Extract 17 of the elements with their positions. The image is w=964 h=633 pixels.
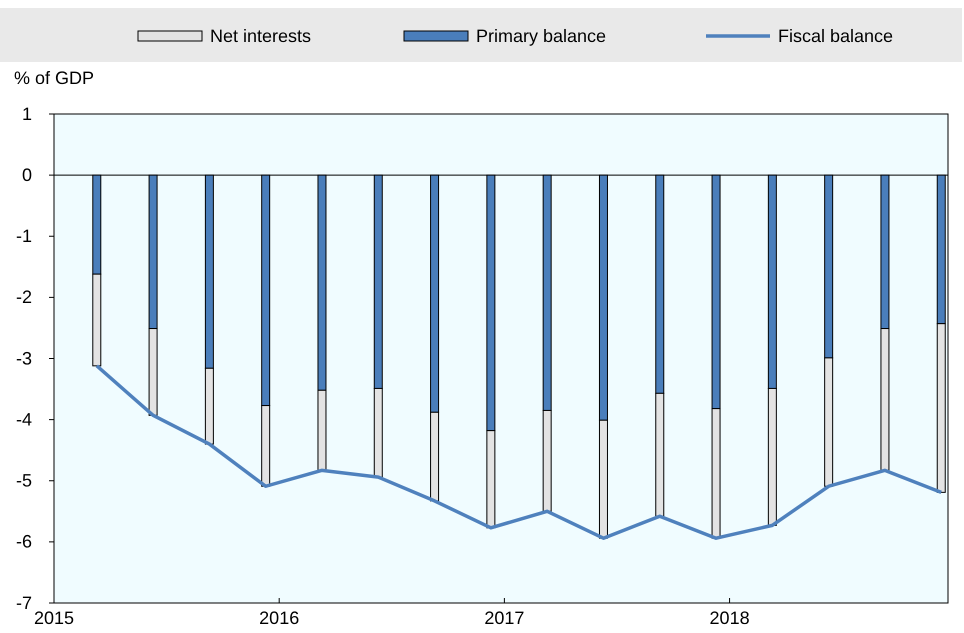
y-tick-label: -4 (16, 409, 32, 430)
x-tick-label: 2015 (34, 608, 74, 628)
y-axis-title: % of GDP (14, 68, 94, 88)
legend-label: Primary balance (476, 26, 606, 46)
y-tick-label: 1 (22, 104, 32, 124)
y-tick-label: -6 (16, 532, 32, 552)
x-tick-label: 2017 (484, 608, 524, 628)
y-tick-label: -1 (16, 226, 32, 246)
y-tick-label: 0 (22, 164, 32, 185)
y-tick-label: -7 (16, 592, 32, 613)
y-tick-label: -3 (16, 348, 32, 368)
x-tick-label: 2016 (259, 608, 300, 628)
legend-label: Net interests (210, 26, 312, 46)
legend-label: Fiscal balance (778, 26, 894, 46)
y-tick-label: -5 (16, 470, 32, 491)
x-tick-label: 2018 (710, 608, 750, 628)
y-tick-label: -2 (16, 287, 32, 308)
